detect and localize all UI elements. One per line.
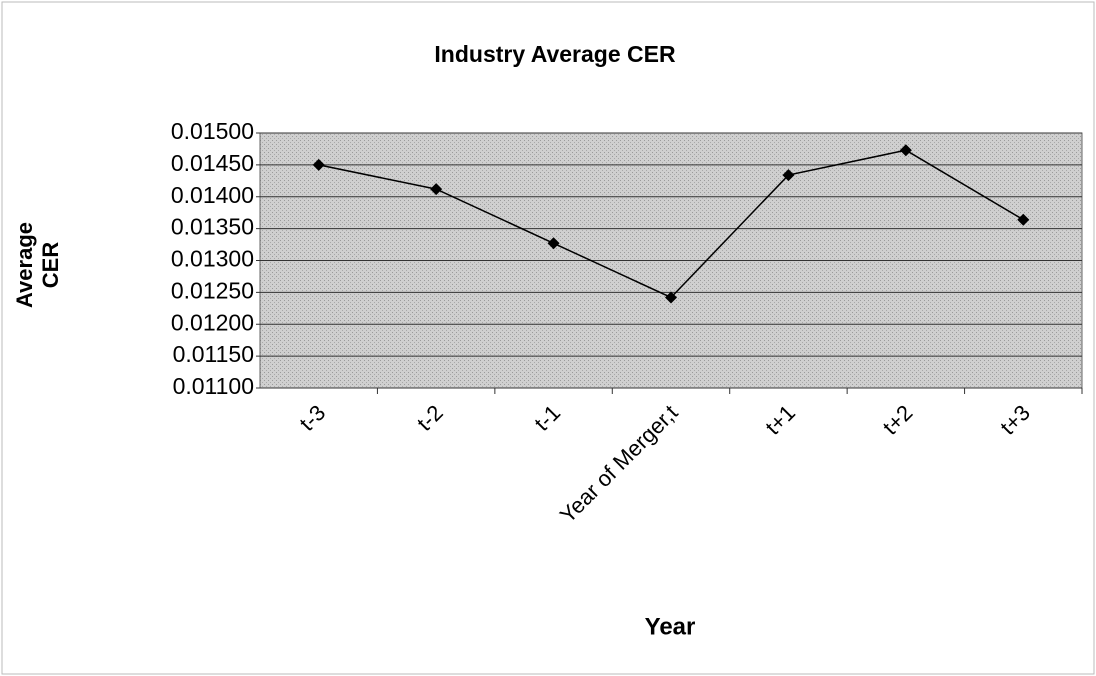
- chart-title: Industry Average CER: [434, 41, 676, 67]
- y-tick-label: 0.01150: [173, 341, 254, 367]
- x-tick-label: Year of Merger,t: [555, 400, 683, 528]
- y-tick-label: 0.01100: [173, 373, 254, 399]
- x-tick-label: t+2: [878, 400, 918, 440]
- x-tick-label: t+3: [995, 400, 1035, 440]
- y-tick-label: 0.01350: [171, 214, 254, 240]
- data-point: [547, 237, 560, 250]
- y-tick-label: 0.01200: [171, 309, 254, 335]
- y-tick-label: 0.01500: [171, 118, 254, 144]
- x-tick-label: t+1: [760, 400, 800, 440]
- data-point: [899, 144, 912, 157]
- x-tick-label: t-1: [529, 400, 565, 436]
- x-tick-label: t-2: [412, 400, 448, 436]
- y-tick-label: 0.01400: [171, 182, 254, 208]
- x-tick-label: t-3: [295, 400, 331, 436]
- data-point: [312, 158, 325, 171]
- data-point: [782, 169, 795, 182]
- y-tick-label: 0.01250: [171, 277, 254, 303]
- y-tick-label: 0.01300: [171, 246, 254, 272]
- data-point: [665, 291, 677, 304]
- data-point: [1017, 213, 1030, 226]
- data-point: [430, 183, 443, 196]
- x-axis-title: Year: [645, 613, 696, 640]
- y-axis-title: Average CER: [12, 222, 63, 309]
- y-tick-label: 0.01450: [171, 150, 254, 176]
